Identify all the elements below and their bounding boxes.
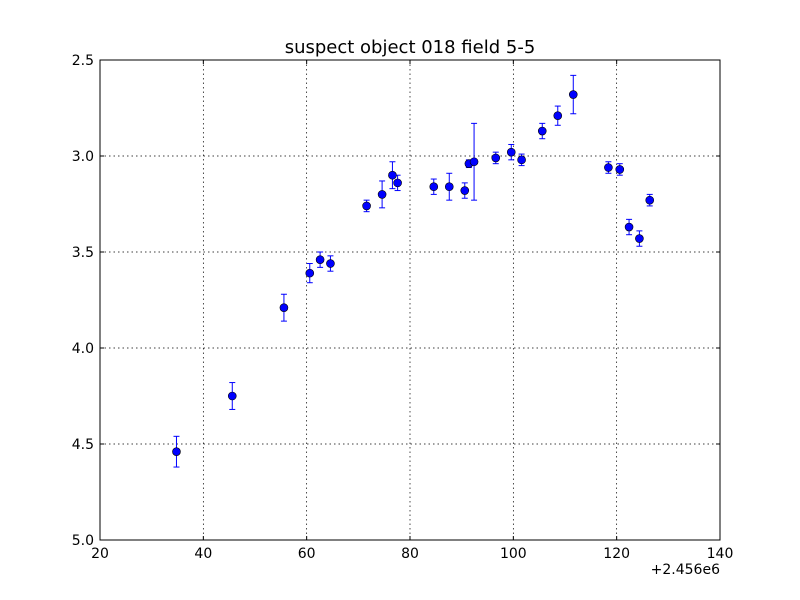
data-point <box>624 222 634 232</box>
data-point <box>429 182 439 192</box>
x-tick-label: 20 <box>91 546 109 562</box>
data-point <box>506 147 516 157</box>
x-axis-offset-label: +2.456e6 <box>651 562 720 578</box>
data-point <box>537 126 547 136</box>
data-point <box>615 165 625 174</box>
y-tick-label: 3.0 <box>72 149 94 165</box>
data-point <box>491 153 501 163</box>
x-tick-label: 100 <box>500 546 527 562</box>
y-tick-label: 4.5 <box>72 437 94 453</box>
data-point <box>635 234 644 243</box>
data-point <box>388 170 397 180</box>
data-point <box>315 255 325 264</box>
y-tick-label: 4.0 <box>72 341 94 357</box>
data-point <box>227 391 237 401</box>
x-tick-label: 120 <box>603 546 630 562</box>
data-point <box>553 111 563 120</box>
data-point <box>517 155 526 165</box>
data-point <box>362 201 371 211</box>
y-tick-label: 5.0 <box>72 533 94 549</box>
data-point <box>279 303 289 312</box>
data-point <box>377 190 387 199</box>
data-point <box>172 447 181 456</box>
data-point <box>460 186 470 195</box>
data-point <box>645 195 655 205</box>
axis-ticks: 20 40 60 80 100 120 140 2.5 3.0 3.5 4.0 4.5 5.0 <box>72 53 734 562</box>
x-tick-label: 40 <box>194 546 212 562</box>
data-point <box>326 259 335 268</box>
x-tick-label: 60 <box>298 546 316 562</box>
data-point <box>604 163 613 172</box>
data-point <box>305 268 315 278</box>
data-point <box>469 157 479 167</box>
y-tick-label: 2.5 <box>72 53 94 69</box>
data-points <box>172 90 655 456</box>
chart-title: suspect object 018 field 5-5 <box>285 37 536 58</box>
data-point <box>568 90 578 99</box>
data-point <box>393 178 402 188</box>
data-point <box>444 182 454 192</box>
x-tick-label: 140 <box>707 546 734 562</box>
grid-lines <box>100 60 720 540</box>
x-tick-label: 80 <box>401 546 419 562</box>
y-tick-label: 3.5 <box>72 245 94 261</box>
